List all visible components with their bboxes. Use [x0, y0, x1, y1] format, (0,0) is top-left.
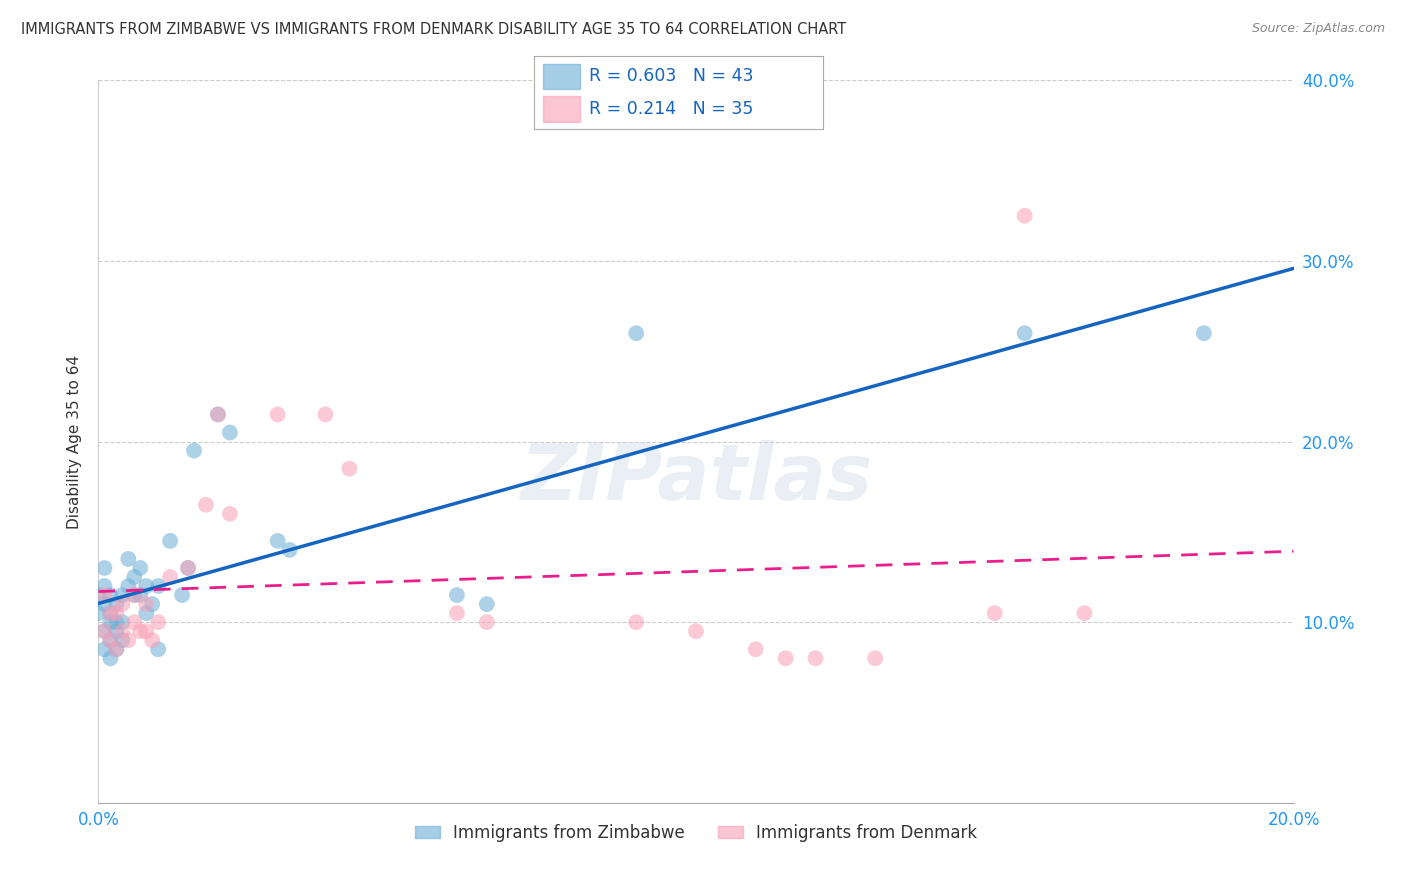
Point: [984, 606, 1007, 620]
Point: [446, 588, 468, 602]
Point: [177, 561, 200, 575]
Point: [148, 642, 170, 657]
Point: [93, 579, 115, 593]
Point: [98, 606, 122, 620]
Point: [105, 597, 128, 611]
Point: [135, 606, 157, 620]
Point: [141, 597, 163, 611]
Point: [1073, 606, 1095, 620]
Point: [87, 606, 110, 620]
Point: [177, 561, 200, 575]
Point: [111, 633, 134, 648]
Text: Source: ZipAtlas.com: Source: ZipAtlas.com: [1251, 22, 1385, 36]
Point: [124, 570, 146, 584]
Point: [183, 443, 205, 458]
Point: [93, 624, 115, 639]
Point: [219, 507, 242, 521]
Point: [98, 633, 122, 648]
Point: [207, 408, 229, 422]
Point: [129, 561, 152, 575]
Point: [105, 642, 128, 657]
Point: [105, 642, 128, 657]
Point: [141, 633, 163, 648]
Point: [159, 533, 181, 548]
Point: [1192, 326, 1215, 340]
Text: R = 0.214   N = 35: R = 0.214 N = 35: [589, 100, 754, 118]
Point: [446, 606, 468, 620]
Point: [87, 588, 110, 602]
Point: [98, 588, 122, 602]
Point: [124, 588, 146, 602]
Point: [93, 588, 115, 602]
Point: [475, 597, 498, 611]
Bar: [543, 63, 581, 89]
Point: [105, 606, 128, 620]
Text: IMMIGRANTS FROM ZIMBABWE VS IMMIGRANTS FROM DENMARK DISABILITY AGE 35 TO 64 CORR: IMMIGRANTS FROM ZIMBABWE VS IMMIGRANTS F…: [21, 22, 846, 37]
Point: [117, 552, 139, 566]
Point: [111, 588, 134, 602]
Point: [93, 597, 115, 611]
Point: [775, 651, 797, 665]
Point: [117, 633, 139, 648]
Y-axis label: Disability Age 35 to 64: Disability Age 35 to 64: [67, 354, 83, 529]
Point: [124, 588, 146, 602]
Point: [685, 624, 707, 639]
Point: [339, 461, 361, 475]
Point: [475, 615, 498, 630]
Point: [93, 642, 115, 657]
Point: [98, 606, 122, 620]
Point: [865, 651, 887, 665]
Point: [207, 408, 229, 422]
Point: [93, 624, 115, 639]
Point: [135, 597, 157, 611]
Point: [105, 615, 128, 630]
Point: [117, 579, 139, 593]
Point: [267, 408, 290, 422]
Point: [111, 624, 134, 639]
Point: [1014, 209, 1036, 223]
Point: [804, 651, 827, 665]
Point: [111, 597, 134, 611]
Point: [172, 588, 194, 602]
Point: [98, 651, 122, 665]
Point: [111, 615, 134, 630]
Point: [105, 624, 128, 639]
Point: [148, 579, 170, 593]
Text: ZIPatlas: ZIPatlas: [520, 440, 872, 516]
Point: [745, 642, 768, 657]
Point: [267, 533, 290, 548]
Bar: [543, 96, 581, 122]
Point: [195, 498, 218, 512]
Point: [93, 561, 115, 575]
Point: [159, 570, 181, 584]
Point: [135, 624, 157, 639]
Text: R = 0.603   N = 43: R = 0.603 N = 43: [589, 67, 754, 85]
Legend: Immigrants from Zimbabwe, Immigrants from Denmark: Immigrants from Zimbabwe, Immigrants fro…: [408, 817, 984, 848]
Point: [148, 615, 170, 630]
Point: [124, 615, 146, 630]
Point: [626, 326, 648, 340]
Point: [129, 624, 152, 639]
Point: [315, 408, 337, 422]
Point: [1014, 326, 1036, 340]
Point: [98, 633, 122, 648]
Point: [626, 615, 648, 630]
Point: [278, 542, 301, 557]
Point: [98, 615, 122, 630]
Point: [129, 588, 152, 602]
Point: [219, 425, 242, 440]
Point: [135, 579, 157, 593]
